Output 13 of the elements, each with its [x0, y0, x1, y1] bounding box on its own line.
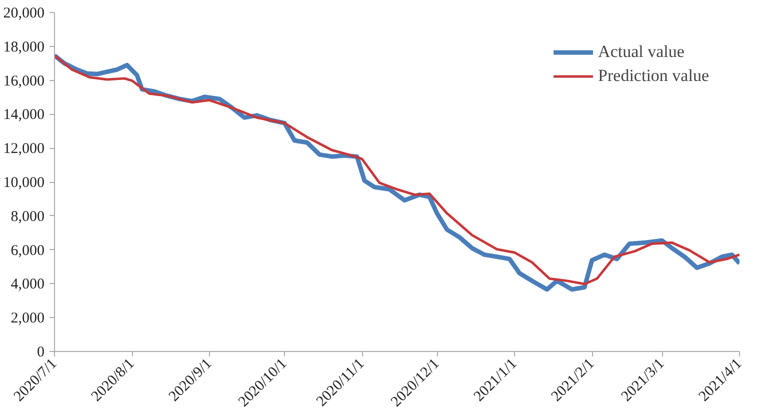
y-tick-label: 8,000 [10, 208, 44, 225]
y-tick-label: 12,000 [3, 141, 44, 158]
legend-label: Actual value [598, 42, 684, 62]
y-tick-label: 14,000 [3, 107, 44, 124]
y-tick-label: 2,000 [10, 310, 44, 327]
y-tick-label: 0 [37, 344, 44, 360]
legend-label: Prediction value [598, 66, 709, 86]
y-tick-label: 6,000 [10, 242, 44, 259]
y-tick-label: 18,000 [3, 39, 44, 56]
y-tick-label: 16,000 [3, 73, 44, 90]
y-tick-label: 4,000 [10, 276, 44, 293]
y-tick-label: 10,000 [3, 175, 44, 191]
y-tick-label: 20,000 [3, 6, 44, 22]
